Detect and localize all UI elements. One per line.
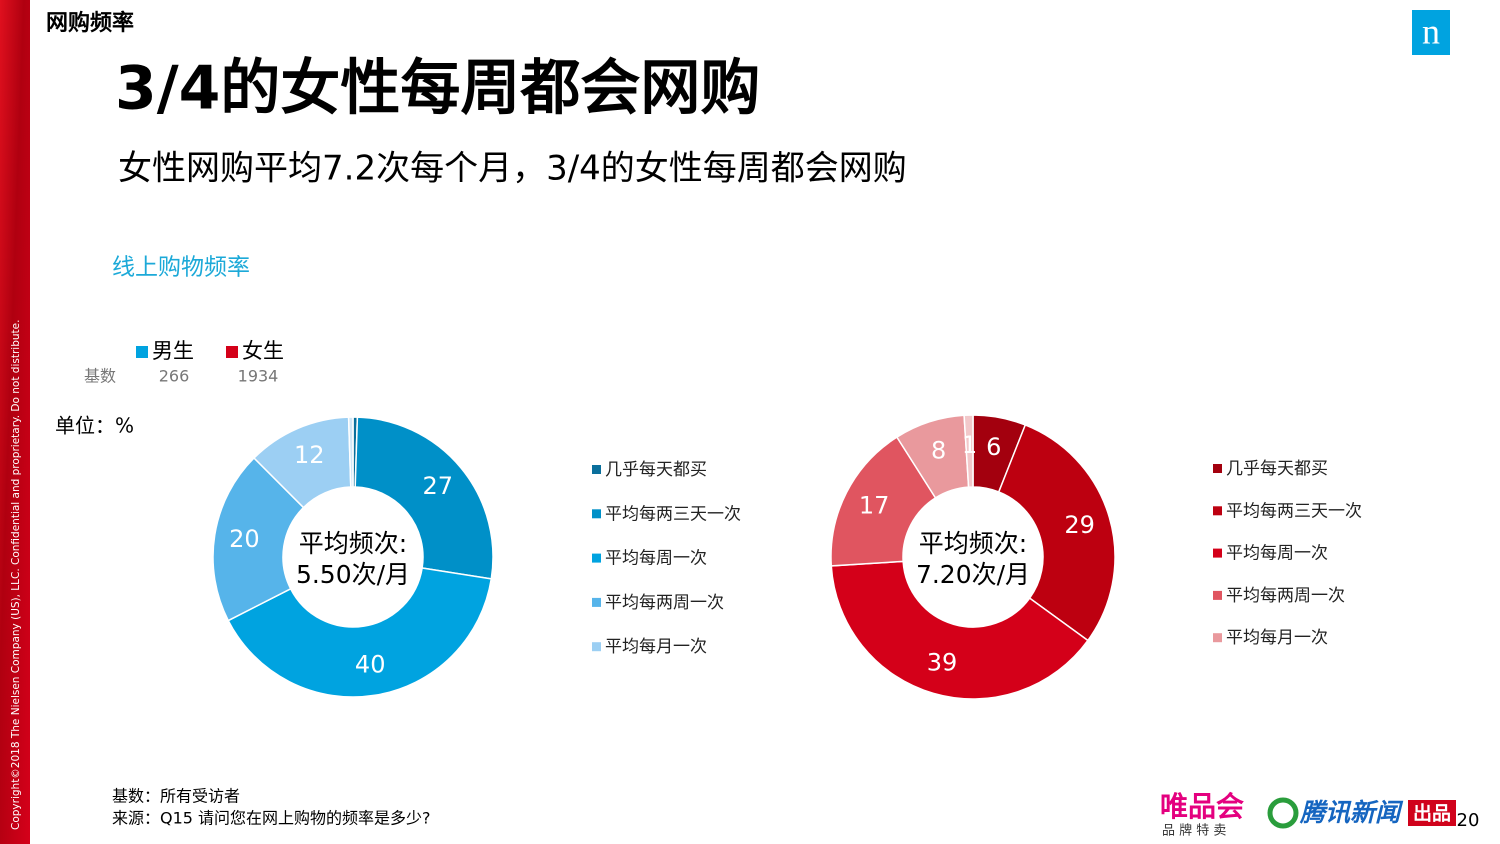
brand-vip-sub: 品 牌 特 卖: [1162, 823, 1226, 839]
legend-label: 几乎每天都买: [1226, 459, 1328, 479]
section-title: 网购频率: [46, 10, 134, 36]
group-legend-label: 男生: [152, 339, 194, 363]
center-label: 5.50次/月: [296, 560, 410, 589]
slice-label: 8: [931, 436, 946, 464]
donut-slice: [354, 416, 494, 580]
group-base: 1934: [238, 367, 279, 386]
slice-label: 6: [986, 433, 1001, 461]
donut-slice: [830, 436, 937, 567]
group-base: 266: [159, 367, 190, 386]
legend-swatch: [592, 642, 601, 652]
slice-label: 27: [422, 472, 453, 500]
chart-caption: 线上购物频率: [112, 255, 250, 281]
legend-swatch: [1213, 548, 1222, 558]
slice-label: 12: [294, 441, 325, 469]
brand-vip: 唯品会: [1160, 790, 1244, 823]
logo: n: [1422, 11, 1440, 51]
legend-swatch: [592, 597, 601, 607]
center-label: 7.20次/月: [916, 560, 1030, 589]
donut-slice: [963, 414, 974, 488]
brand-tag: 出品: [1413, 802, 1451, 825]
subtitle: 女性网购平均7.2次每个月，3/4的女性每周都会网购: [118, 149, 907, 189]
slice-label: 17: [859, 492, 890, 520]
slice-label: 20: [229, 525, 260, 553]
group-legend-label: 女生: [242, 339, 284, 363]
legend-swatch: [592, 465, 601, 474]
center-label: 平均频次:: [299, 529, 407, 558]
legend-swatch: [592, 509, 601, 519]
legend-swatch: [1213, 464, 1222, 473]
footer-base: 基数：所有受访者: [112, 787, 240, 806]
legend-label: 平均每周一次: [605, 549, 707, 569]
legend-label: 平均每月一次: [1226, 628, 1328, 648]
group-legend-swatch: [226, 346, 238, 358]
legend-swatch: [1213, 633, 1222, 643]
legend-label: 几乎每天都买: [605, 460, 707, 480]
donut-slice: [997, 423, 1116, 642]
slice-label: 1: [962, 431, 977, 459]
donut-slice: [830, 560, 1089, 700]
slice-label: 40: [355, 651, 386, 679]
base-label: 基数: [84, 367, 116, 386]
tencent-icon: [1267, 797, 1299, 829]
logo-box: [1412, 10, 1450, 55]
legend-label: 平均每两周一次: [605, 593, 724, 613]
legend-label: 平均每月一次: [605, 637, 707, 657]
slice-label: 29: [1064, 511, 1095, 539]
legend-swatch: [1213, 590, 1222, 600]
legend-label: 平均每周一次: [1226, 544, 1328, 564]
unit: 单位：%: [55, 414, 134, 438]
legend-swatch: [1213, 506, 1222, 516]
donut-slice: [212, 456, 305, 622]
donut-slice: [227, 567, 493, 698]
donut-slice: [347, 416, 354, 488]
group-legend-swatch: [136, 346, 148, 358]
center-label: 平均频次:: [919, 529, 1027, 558]
legend-label: 平均每两三天一次: [1226, 501, 1362, 521]
side-strip: [0, 0, 30, 844]
page-number: 20: [1457, 810, 1480, 831]
footer-source: 来源：Q15 请问您在网上购物的频率是多少?: [112, 809, 431, 828]
copyright: Copyright©2018 The Nielsen Company (US),…: [10, 320, 22, 830]
legend-swatch: [592, 553, 601, 563]
brand-tencent: 腾讯新闻: [1299, 798, 1404, 827]
slice-label: 39: [927, 649, 958, 677]
headline: 3/4的女性每周都会网购: [115, 54, 760, 124]
brand-tag-box: [1408, 800, 1456, 826]
legend-label: 平均每两周一次: [1226, 586, 1345, 606]
legend-label: 平均每两三天一次: [605, 504, 741, 524]
